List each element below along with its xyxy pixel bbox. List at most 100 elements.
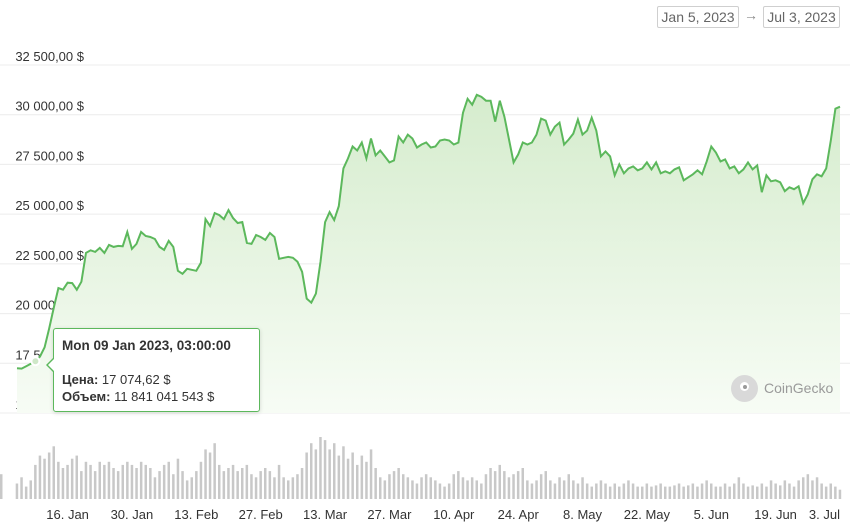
volume-bar (475, 480, 478, 499)
price-tooltip: Mon 09 Jan 2023, 03:00:00 Цена: 17 074,6… (46, 328, 260, 412)
volume-bar (314, 449, 318, 499)
volume-bar (0, 474, 3, 499)
volume-bar (765, 486, 768, 499)
volume-bar (57, 461, 60, 499)
volume-bar (342, 446, 345, 499)
volume-bar (723, 483, 727, 499)
volume-bar (682, 486, 685, 499)
volume-bar (664, 486, 667, 499)
volume-bar (636, 486, 639, 499)
volume-bar (236, 471, 239, 499)
tooltip-volume-value: 11 841 041 543 $ (114, 389, 215, 404)
volume-bar (650, 486, 653, 499)
volume-bar (38, 455, 42, 499)
volume-bar (47, 452, 51, 499)
volume-bar (52, 446, 55, 499)
volume-bar (438, 483, 442, 499)
range-start-input[interactable]: Jan 5, 2023 (657, 6, 739, 28)
y-tick-label: 22 500,00 $ (15, 248, 84, 263)
volume-bar (710, 483, 713, 499)
volume-bar (112, 468, 115, 499)
x-tick-label: 10. Apr (433, 507, 475, 522)
volume-bar (498, 464, 501, 499)
tooltip-price-value: 17 074,62 $ (101, 372, 171, 387)
volume-bar (613, 483, 616, 499)
volume-bar (572, 480, 575, 499)
hover-point (30, 356, 41, 367)
volume-bar (622, 483, 626, 499)
volume-bar (457, 471, 460, 499)
volume-bar (806, 474, 810, 499)
volume-bar (466, 480, 469, 499)
y-tick-label: 30 000,00 $ (15, 99, 84, 114)
volume-bar (549, 480, 552, 499)
volume-bar (130, 464, 134, 499)
volume-bar (618, 486, 621, 499)
volume-bar (769, 480, 773, 499)
volume-bar (185, 480, 189, 499)
volume-bar (319, 437, 322, 499)
volume-bar (604, 483, 607, 499)
volume-bar (103, 464, 106, 499)
x-tick-label: 13. Feb (174, 507, 218, 522)
volume-bar (296, 474, 299, 499)
volume-bar (797, 480, 800, 499)
volume-bar (452, 474, 455, 499)
volume-bar (521, 468, 524, 499)
volume-bar (687, 485, 690, 499)
volume-bar (305, 452, 308, 499)
volume-bar (526, 480, 529, 499)
volume-bar (333, 443, 336, 499)
volume-bar (539, 474, 543, 499)
volume-bar (443, 486, 446, 499)
volume-bar (760, 483, 764, 499)
tooltip-volume-label: Объем: (62, 389, 111, 404)
x-tick-label: 24. Apr (498, 507, 540, 522)
volume-bar (558, 477, 561, 499)
volume-bar (415, 483, 419, 499)
volume-bar (434, 480, 437, 499)
volume-bar (218, 464, 221, 499)
volume-bar (291, 477, 295, 499)
volume-bar (677, 483, 681, 499)
volume-bar (484, 474, 488, 499)
volume-bar (512, 474, 515, 499)
volume-bar (24, 486, 28, 499)
volume-bar (746, 486, 750, 499)
volume-bar (493, 471, 497, 499)
volume-bar (227, 468, 230, 499)
volume-bar (742, 483, 745, 499)
volume-bar (282, 477, 285, 499)
volume-bar (250, 474, 253, 499)
volume-bar (659, 483, 662, 499)
volume-bar (254, 477, 258, 499)
volume-bar (783, 480, 787, 499)
volume-bar (673, 485, 676, 499)
volume-bar (838, 489, 842, 499)
volume-bar (273, 477, 276, 499)
volume-bar (199, 461, 203, 499)
volume-bar (447, 483, 451, 499)
volume-bar (116, 471, 120, 499)
volume-bar (149, 468, 152, 499)
y-tick-label: 32 500,00 $ (15, 49, 84, 64)
volume-bar (397, 468, 400, 499)
range-arrow-icon: → (744, 7, 758, 23)
volume-bar (696, 486, 699, 499)
coingecko-gecko-icon (731, 375, 758, 402)
volume-bar (820, 483, 823, 499)
volume-bar (654, 485, 658, 499)
volume-bar (245, 464, 249, 499)
tooltip-price-label: Цена: (62, 372, 99, 387)
volume-bar (815, 477, 819, 499)
volume-bar (351, 452, 354, 499)
volume-bar (705, 480, 708, 499)
x-tick-label: 27. Feb (239, 507, 283, 522)
volume-bar (424, 474, 428, 499)
volume-bar (599, 480, 603, 499)
volume-bar (162, 464, 166, 499)
price-line (16, 93, 841, 370)
volume-bar (360, 455, 364, 499)
range-end-input[interactable]: Jul 3, 2023 (763, 6, 840, 28)
